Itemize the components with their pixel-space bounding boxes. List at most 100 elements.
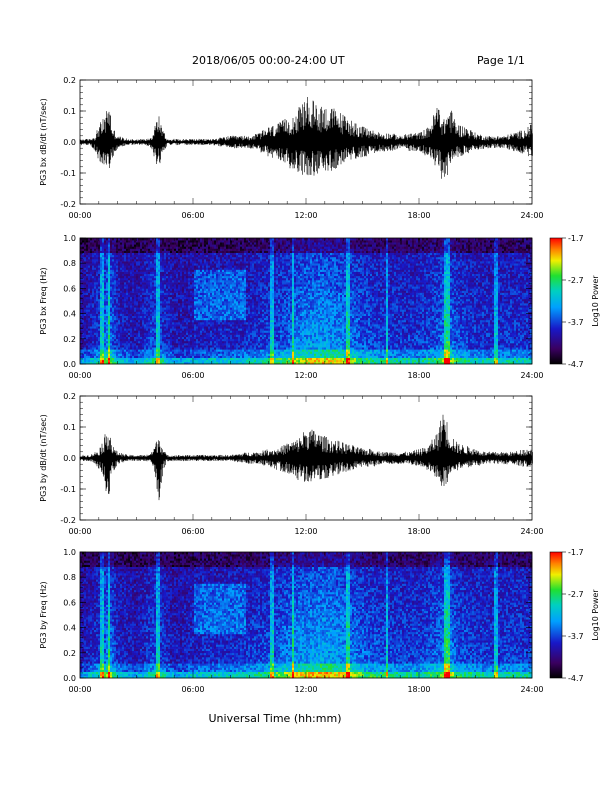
spectrogram-cell [104,326,106,328]
spectrogram-cell [230,305,232,307]
spectrogram-cell [108,303,110,305]
spectrogram-cell [218,242,220,244]
spectrogram-cell [218,265,220,267]
spectrogram-cell [212,276,214,278]
spectrogram-cell [138,244,140,246]
spectrogram-cell [122,246,124,248]
spectrogram-cell [114,339,116,341]
spectrogram-cell [100,265,102,267]
spectrogram-cell [182,261,184,263]
spectrogram-cell [228,326,230,328]
spectrogram-cell [138,297,140,299]
spectrogram-cell [170,286,172,288]
spectrogram-cell [114,253,116,255]
spectrogram-cell [128,276,130,278]
spectrogram-cell [84,351,86,353]
spectrogram-cell [204,305,206,307]
spectrogram-cell [126,280,128,282]
spectrogram-cell [166,276,168,278]
spectrogram-cell [188,259,190,261]
spectrogram-cell [212,318,214,320]
spectrogram-cell [130,242,132,244]
spectrogram-cell [104,242,106,244]
spectrogram-cell [172,351,174,353]
spectrogram-cell [154,270,156,272]
spectrogram-cell [156,343,158,345]
spectrogram-cell [174,259,176,261]
spectrogram-cell [208,351,210,353]
spectrogram-cell [122,347,124,349]
spectrogram-cell [168,261,170,263]
spectrogram-cell [240,322,242,324]
spectrogram-cell [162,341,164,343]
spectrogram-cell [90,278,92,280]
spectrogram-cell [204,337,206,339]
spectrogram-cell [234,301,236,303]
spectrogram-cell [210,318,212,320]
spectrogram-cell [226,356,228,358]
spectrogram-cell [214,335,216,337]
spectrogram-cell [198,337,200,339]
spectrogram-cell [238,257,240,259]
spectrogram-cell [176,339,178,341]
spectrogram-cell [206,263,208,265]
spectrogram-cell [112,253,114,255]
spectrogram-cell [214,274,216,276]
spectrogram-cell [138,240,140,242]
spectrogram-cell [142,276,144,278]
spectrogram-cell [110,335,112,337]
spectrogram-cell [132,314,134,316]
spectrogram-cell [156,303,158,305]
spectrogram-cell [222,328,224,330]
spectrogram-cell [190,267,192,269]
spectrogram-cell [102,335,104,337]
spectrogram-cell [234,278,236,280]
spectrogram-cell [150,341,152,343]
spectrogram-cell [184,246,186,248]
spectrogram-cell [86,240,88,242]
spectrogram-cell [226,328,228,330]
spectrogram-cell [226,255,228,257]
spectrogram-cell [234,253,236,255]
spectrogram-cell [102,246,104,248]
spectrogram-cell [108,316,110,318]
spectrogram-cell [136,320,138,322]
spectrogram-cell [240,339,242,341]
spectrogram-cell [98,299,100,301]
spectrogram-cell [222,270,224,272]
spectrogram-cell [238,305,240,307]
spectrogram-cell [192,280,194,282]
spectrogram-cell [170,257,172,259]
spectrogram-cell [130,303,132,305]
spectrogram-cell [194,267,196,269]
spectrogram-cell [98,347,100,349]
spectrogram-cell [202,341,204,343]
spectrogram-cell [196,242,198,244]
spectrogram-cell [102,282,104,284]
spectrogram-cell [240,282,242,284]
spectrogram-cell [88,341,90,343]
spectrogram-cell [184,347,186,349]
spectrogram-cell [124,244,126,246]
spectrogram-cell [162,301,164,303]
spectrogram-cell [184,255,186,257]
spectrogram-cell [218,320,220,322]
spectrogram-cell [226,360,228,362]
spectrogram-cell [232,253,234,255]
spectrogram-cell [84,274,86,276]
spectrogram-cell [154,278,156,280]
spectrogram-cell [116,345,118,347]
spectrogram-cell [206,318,208,320]
spectrogram-cell [216,299,218,301]
spectrogram-cell [172,288,174,290]
spectrogram-cell [196,270,198,272]
spectrogram-cell [124,326,126,328]
spectrogram-cell [134,324,136,326]
spectrogram-cell [114,301,116,303]
spectrogram-cell [210,274,212,276]
spectrogram-cell [188,360,190,362]
spectrogram-cell [214,347,216,349]
spectrogram-cell [154,314,156,316]
spectrogram-cell [228,297,230,299]
spectrogram-cell [160,280,162,282]
